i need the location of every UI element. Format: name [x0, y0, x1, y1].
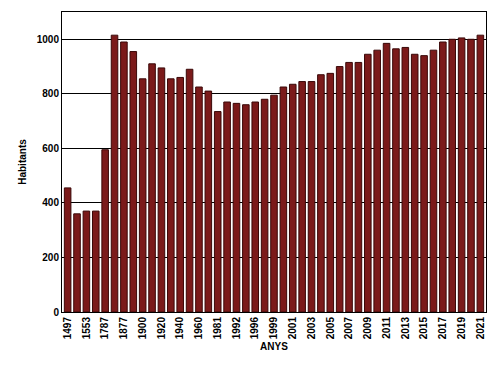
svg-text:2019: 2019: [456, 317, 467, 340]
svg-text:800: 800: [42, 88, 59, 99]
svg-text:600: 600: [42, 143, 59, 154]
svg-text:1960: 1960: [193, 317, 204, 340]
svg-text:2015: 2015: [418, 317, 429, 340]
svg-text:1877: 1877: [118, 317, 129, 340]
svg-text:2005: 2005: [325, 317, 336, 340]
svg-text:2001: 2001: [287, 317, 298, 340]
svg-text:2007: 2007: [343, 317, 354, 340]
svg-text:400: 400: [42, 197, 59, 208]
svg-text:1787: 1787: [99, 317, 110, 340]
svg-text:1900: 1900: [137, 317, 148, 340]
svg-text:0: 0: [53, 307, 59, 318]
svg-text:1553: 1553: [81, 317, 92, 340]
svg-text:1981: 1981: [212, 317, 223, 340]
svg-text:1940: 1940: [174, 317, 185, 340]
svg-text:1000: 1000: [37, 34, 60, 45]
svg-text:ANYS: ANYS: [260, 341, 288, 352]
svg-text:2013: 2013: [400, 317, 411, 340]
svg-text:2009: 2009: [362, 317, 373, 340]
svg-text:2011: 2011: [381, 317, 392, 339]
svg-text:1996: 1996: [249, 317, 260, 340]
svg-text:1992: 1992: [231, 317, 242, 340]
svg-text:2003: 2003: [306, 317, 317, 340]
svg-text:1497: 1497: [62, 317, 73, 340]
svg-text:2017: 2017: [437, 317, 448, 340]
svg-text:1920: 1920: [156, 317, 167, 340]
svg-text:1999: 1999: [268, 317, 279, 340]
svg-text:Habitants: Habitants: [17, 139, 28, 185]
svg-text:2021: 2021: [475, 317, 486, 340]
svg-text:200: 200: [42, 252, 59, 263]
